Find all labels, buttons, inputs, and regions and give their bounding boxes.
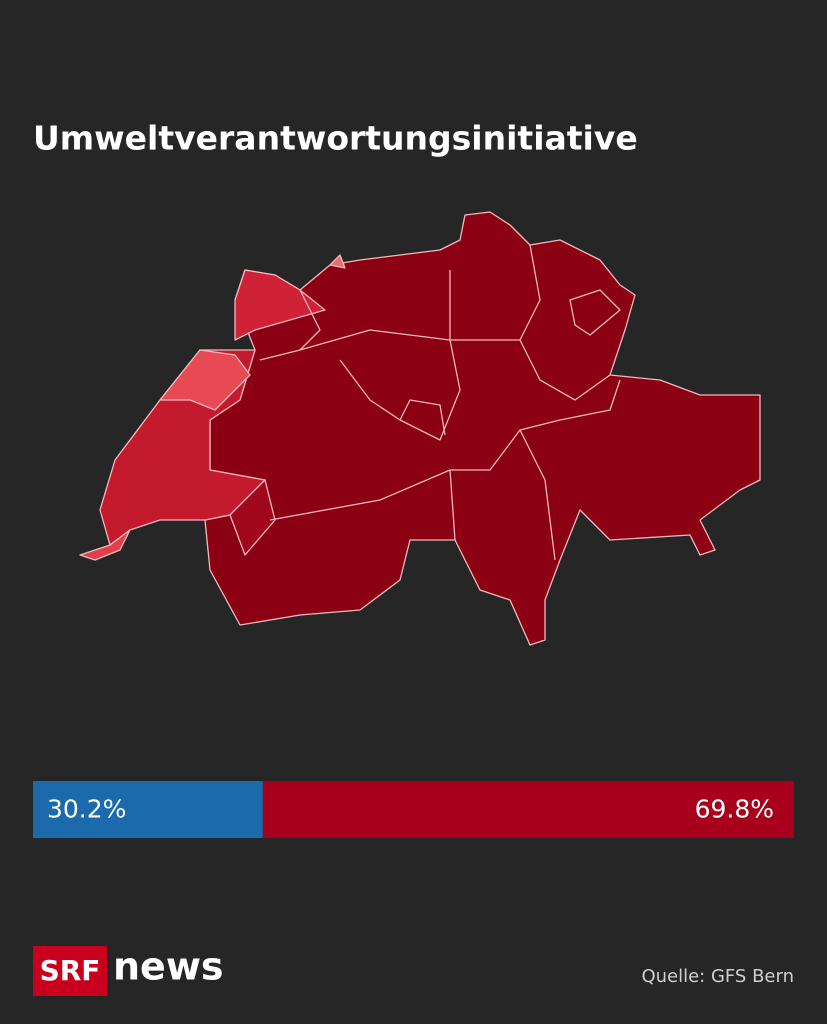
logo-brand: SRF xyxy=(40,954,101,987)
canton-geneva xyxy=(79,529,131,561)
result-bar: 30.2% 69.8% xyxy=(33,781,794,838)
title: Umweltverantwortungsinitiative xyxy=(33,119,638,158)
bar-segment xyxy=(262,781,794,838)
bar-segment xyxy=(33,781,263,838)
logo-box xyxy=(33,946,107,996)
country-main xyxy=(204,211,761,646)
canton-basel xyxy=(329,254,346,269)
map xyxy=(79,211,761,646)
border xyxy=(269,379,621,521)
border xyxy=(569,289,621,336)
border xyxy=(449,469,456,541)
border xyxy=(519,429,556,561)
canton-neuchatel xyxy=(159,349,251,411)
border xyxy=(519,339,611,401)
border xyxy=(399,399,446,436)
canton-valais xyxy=(229,479,276,556)
source: Quelle: GFS Bern xyxy=(641,966,794,987)
canton-borders xyxy=(259,244,621,561)
canton-jura xyxy=(234,269,326,341)
logo-product: news xyxy=(113,945,224,989)
border xyxy=(299,329,461,441)
bar-label: 30.2% xyxy=(47,795,126,824)
border xyxy=(259,289,321,361)
bar-label: 69.8% xyxy=(695,795,774,824)
